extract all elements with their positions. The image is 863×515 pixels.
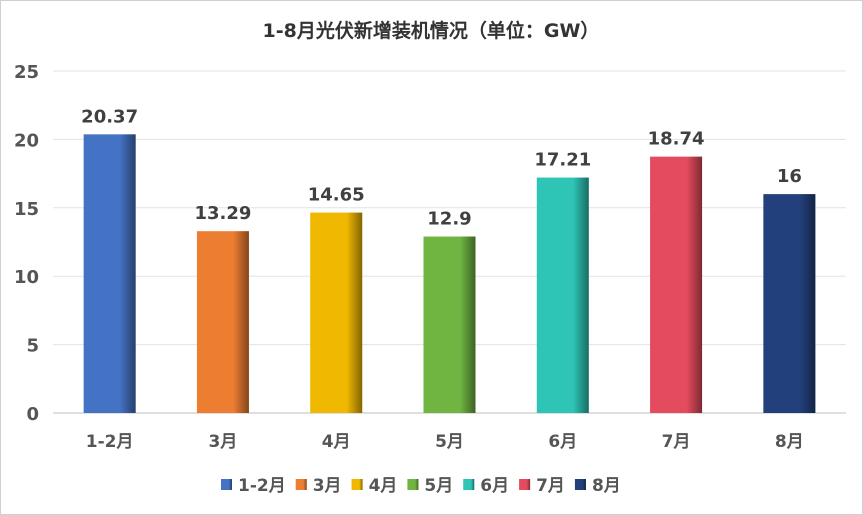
- legend-entry: 8月: [592, 476, 621, 496]
- bar-shade: [310, 212, 363, 413]
- y-tick-label: 0: [26, 404, 39, 425]
- legend-entry: 3月: [313, 476, 342, 496]
- legend-entry: 4月: [369, 476, 398, 496]
- chart-title: 1-8月光伏新增装机情况（单位：GW）: [263, 19, 600, 42]
- y-tick-label: 20: [14, 130, 39, 151]
- legend-swatch-shade: [407, 479, 419, 490]
- legend-swatch-shade: [463, 479, 475, 490]
- x-tick-label: 1-2月: [86, 432, 134, 452]
- legend-swatch-shade: [221, 479, 232, 490]
- bar-shade: [536, 177, 589, 413]
- legend-entry: 1-2月: [238, 476, 286, 496]
- x-tick-label: 3月: [209, 432, 238, 452]
- x-tick-label: 5月: [435, 432, 464, 452]
- legend-swatch-shade: [295, 479, 307, 490]
- bar-shade: [650, 156, 703, 414]
- y-tick-label: 5: [26, 336, 39, 357]
- legend-entry: 6月: [480, 476, 509, 496]
- bar-shade: [423, 236, 476, 413]
- x-tick-label: 4月: [322, 432, 351, 452]
- data-label: 16: [777, 166, 802, 187]
- y-tick-label: 15: [14, 199, 39, 220]
- x-tick-label: 7月: [662, 432, 691, 452]
- bar-shade: [196, 231, 249, 413]
- legend-swatch-shade: [574, 479, 586, 490]
- data-label: 20.37: [81, 106, 138, 127]
- bar-shade: [83, 134, 136, 414]
- legend-swatch-shade: [351, 479, 363, 490]
- bar-shade: [763, 194, 816, 413]
- x-tick-label: 6月: [548, 432, 577, 452]
- legend-entry: 7月: [536, 476, 565, 496]
- data-label: 17.21: [534, 150, 591, 171]
- legend-entry: 5月: [424, 476, 453, 496]
- data-label: 18.74: [648, 129, 705, 150]
- y-tick-label: 10: [14, 267, 39, 288]
- legend-swatch-shade: [519, 479, 531, 490]
- x-tick-label: 8月: [775, 432, 804, 452]
- y-tick-label: 25: [14, 62, 39, 83]
- data-label: 14.65: [308, 185, 365, 206]
- data-label: 12.9: [427, 209, 471, 230]
- data-label: 13.29: [194, 203, 251, 224]
